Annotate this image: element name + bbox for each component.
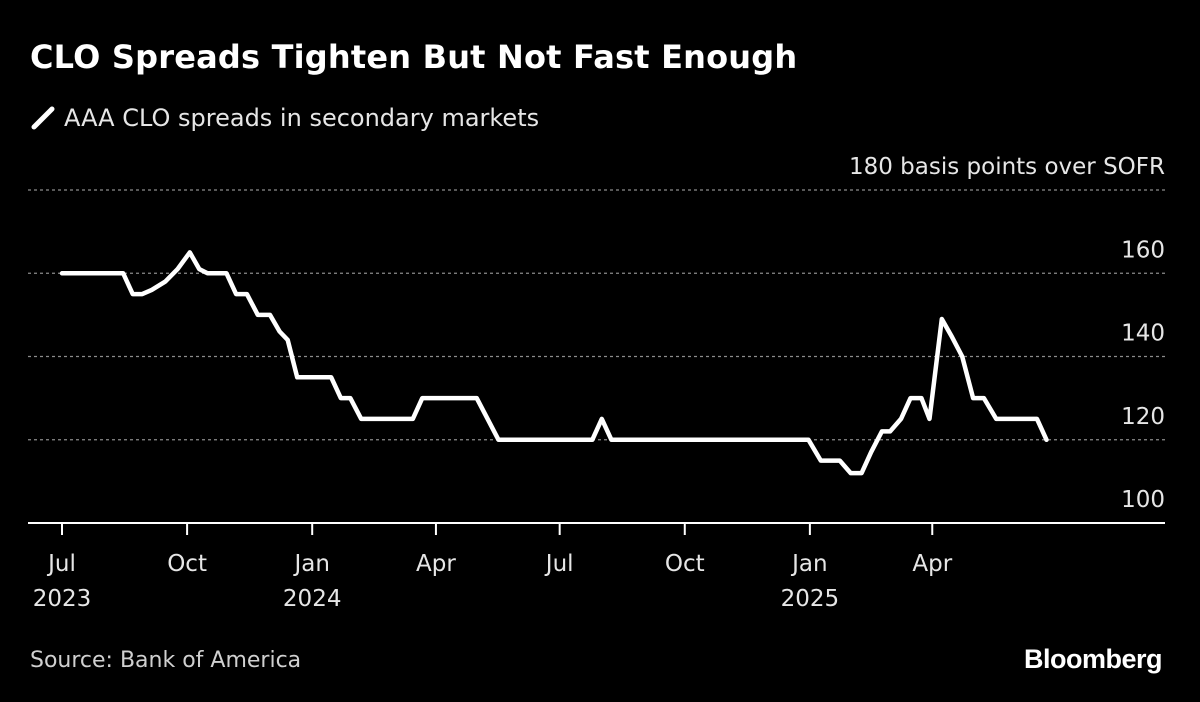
chart-title: CLO Spreads Tighten But Not Fast Enough [30, 38, 798, 76]
series-line-aaa-clo-spreads [59, 250, 1049, 476]
bloomberg-logo: Bloomberg [1023, 644, 1163, 674]
legend: AAA CLO spreads in secondary markets [30, 104, 539, 132]
x-tick-label: Oct [167, 551, 207, 577]
x-tick-label: Jul [46, 551, 76, 577]
x-tick-label: Apr [416, 551, 456, 577]
x-tick-year-label: 2024 [283, 586, 342, 612]
y-tick-label: 160 [1121, 237, 1165, 263]
y-tick-label: 120 [1121, 404, 1165, 430]
x-tick-year-label: 2023 [33, 586, 92, 612]
legend-label: AAA CLO spreads in secondary markets [64, 104, 540, 132]
x-tick-label: Oct [665, 551, 705, 577]
legend-line-swatch-icon [31, 106, 55, 130]
y-tick-label: 140 [1121, 321, 1165, 347]
series-layer [59, 250, 1049, 476]
x-tick-label: Apr [912, 551, 952, 577]
x-tick-label: Jul [544, 551, 574, 577]
x-tick-year-label: 2025 [781, 586, 840, 612]
x-tick-label: Jan [790, 551, 827, 577]
y-tick-label: 180 basis points over SOFR [849, 154, 1165, 180]
x-tick-label: Jan [292, 551, 329, 577]
x-axis: Jul 2023 Oct Jan 2024 Apr Jul Oct Jan 2025 Apr [28, 522, 1165, 612]
source-note: Source: Bank of America [30, 648, 302, 673]
y-axis-labels: 180 basis points over SOFR 160 140 120 100 [849, 154, 1165, 513]
gridlines [28, 189, 1165, 441]
y-tick-label: 100 [1121, 487, 1165, 513]
